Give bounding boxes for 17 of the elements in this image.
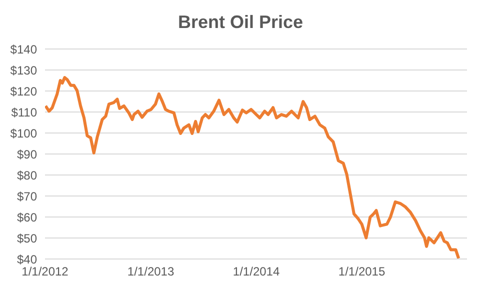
y-tick-label: $40 (16, 252, 38, 266)
y-tick-label: $110 (11, 105, 38, 120)
y-tick-label: $60 (16, 210, 38, 224)
y-tick-label: $120 (10, 84, 38, 98)
y-tick-label: $100 (10, 126, 38, 140)
y-tick-label: $130 (10, 63, 38, 78)
line-series (45, 76, 460, 259)
y-tick-label: $80 (16, 168, 38, 182)
y-tick-label: $90 (16, 147, 38, 162)
y-tick-label: $50 (16, 231, 38, 246)
x-tick-label: 1/1/2012 (22, 264, 69, 279)
y-tick-label: $70 (16, 189, 38, 204)
x-tick-label: 1/1/2013 (127, 264, 174, 279)
chart-title: Brent Oil Price (176, 11, 304, 34)
x-tick-label: 1/1/2014 (232, 264, 280, 279)
x-tick-label: 1/1/2015 (338, 264, 386, 279)
y-tick-label: $140 (10, 42, 38, 56)
